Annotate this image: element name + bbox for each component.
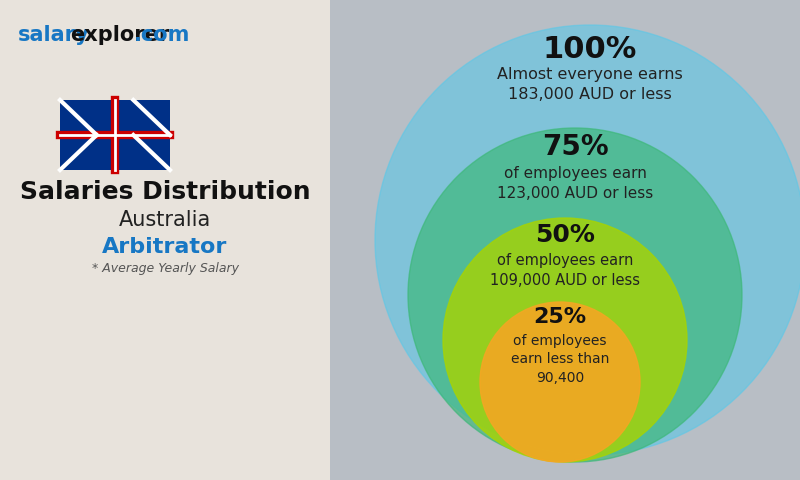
FancyBboxPatch shape — [0, 0, 330, 480]
Text: 25%: 25% — [534, 307, 586, 327]
Circle shape — [480, 302, 640, 462]
Text: Almost everyone earns
183,000 AUD or less: Almost everyone earns 183,000 AUD or les… — [497, 67, 683, 102]
Text: Australia: Australia — [119, 210, 211, 230]
Text: Salaries Distribution: Salaries Distribution — [20, 180, 310, 204]
FancyBboxPatch shape — [330, 0, 800, 480]
Circle shape — [408, 128, 742, 462]
Text: * Average Yearly Salary: * Average Yearly Salary — [91, 262, 238, 275]
Circle shape — [375, 25, 800, 455]
FancyBboxPatch shape — [60, 100, 170, 170]
Text: 50%: 50% — [535, 223, 595, 247]
Text: salary: salary — [18, 25, 90, 45]
Text: .com: .com — [134, 25, 190, 45]
Text: 100%: 100% — [543, 35, 637, 64]
Text: of employees earn
109,000 AUD or less: of employees earn 109,000 AUD or less — [490, 253, 640, 288]
Text: 75%: 75% — [542, 133, 608, 161]
Text: of employees
earn less than
90,400: of employees earn less than 90,400 — [511, 334, 609, 385]
Text: of employees earn
123,000 AUD or less: of employees earn 123,000 AUD or less — [497, 166, 653, 201]
Circle shape — [443, 218, 687, 462]
Text: Arbitrator: Arbitrator — [102, 237, 228, 257]
Text: explorer: explorer — [70, 25, 170, 45]
